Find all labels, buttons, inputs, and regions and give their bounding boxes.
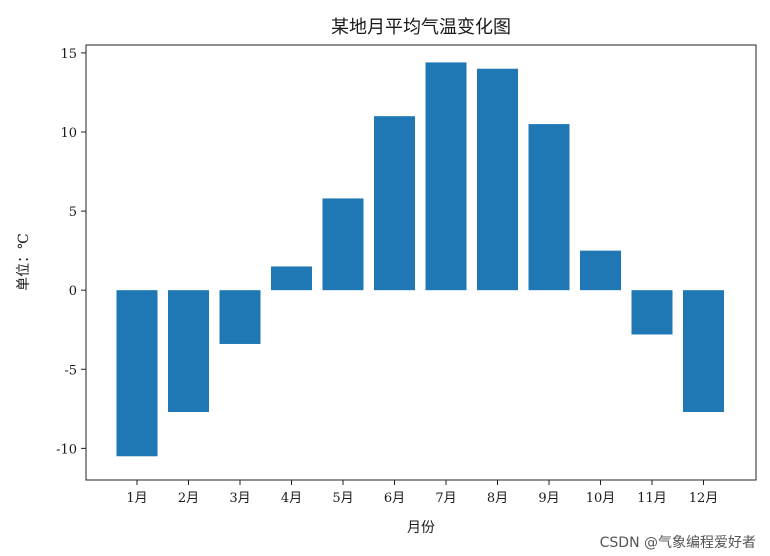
y-axis-ticks: -10 -5 0 5 10 15 (56, 47, 86, 457)
bar-6 (374, 116, 415, 291)
y-tick-label: 5 (69, 205, 77, 220)
bar-7 (425, 62, 467, 291)
x-tick-label: 4月 (281, 491, 302, 506)
y-tick-label: 0 (69, 284, 77, 299)
x-tick-label: 3月 (229, 491, 250, 506)
x-axis-label: 月份 (407, 520, 435, 536)
bar-2 (168, 290, 209, 412)
x-tick-label: 2月 (178, 491, 199, 506)
y-tick-label: -5 (64, 363, 77, 378)
x-tick-label: 11月 (637, 491, 667, 506)
bars-group (116, 62, 724, 457)
y-tick-label: 15 (60, 47, 77, 62)
x-tick-label: 7月 (435, 491, 456, 506)
x-tick-label: 9月 (538, 491, 559, 506)
x-axis-ticks: 1月 2月 3月 4月 5月 6月 7月 8月 9月 10月 11月 12月 (126, 480, 718, 506)
y-tick-label: -10 (56, 442, 77, 457)
bar-8 (477, 68, 518, 291)
x-tick-label: 1月 (126, 491, 147, 506)
watermark: CSDN @气象编程爱好者 (599, 535, 756, 551)
bar-11 (631, 290, 673, 335)
x-tick-label: 6月 (384, 491, 405, 506)
y-tick-label: 10 (60, 126, 77, 141)
x-tick-label: 12月 (689, 491, 719, 506)
bar-5 (322, 198, 364, 291)
x-tick-label: 8月 (487, 491, 508, 506)
bar-1 (116, 290, 158, 457)
y-axis-label: 单位：℃ (16, 233, 32, 291)
x-tick-label: 10月 (586, 491, 616, 506)
bar-12 (683, 290, 724, 412)
bar-4 (271, 266, 312, 291)
x-tick-label: 5月 (332, 491, 353, 506)
bar-3 (219, 290, 261, 344)
bar-10 (580, 250, 621, 291)
plot-frame (85, 44, 757, 481)
chart-title: 某地月平均气温变化图 (331, 17, 511, 38)
bar-9 (528, 124, 570, 291)
